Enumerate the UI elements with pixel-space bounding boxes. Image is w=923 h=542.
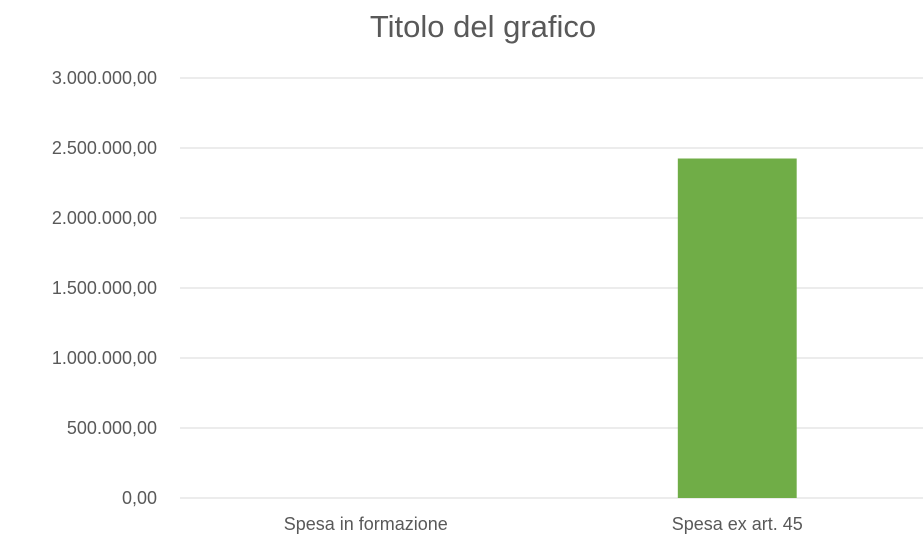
y-tick-label: 500.000,00 [67,418,157,438]
bar [677,158,797,498]
y-tick-label: 2.000.000,00 [52,208,157,228]
y-tick-label: 1.000.000,00 [52,348,157,368]
bars-layer [677,158,797,498]
y-tick-label: 2.500.000,00 [52,138,157,158]
y-tick-label: 3.000.000,00 [52,68,157,88]
grid-layer [180,77,923,499]
x-axis-labels: Spesa in formazione Spesa ex art. 45 [284,514,803,534]
x-category-label: Spesa in formazione [284,514,448,534]
x-category-label: Spesa ex art. 45 [672,514,803,534]
y-tick-label: 0,00 [122,488,157,508]
y-tick-label: 1.500.000,00 [52,278,157,298]
y-axis-labels: 0,00 500.000,00 1.000.000,00 1.500.000,00 2.… [52,68,157,508]
chart-title: Titolo del grafico [370,9,596,44]
